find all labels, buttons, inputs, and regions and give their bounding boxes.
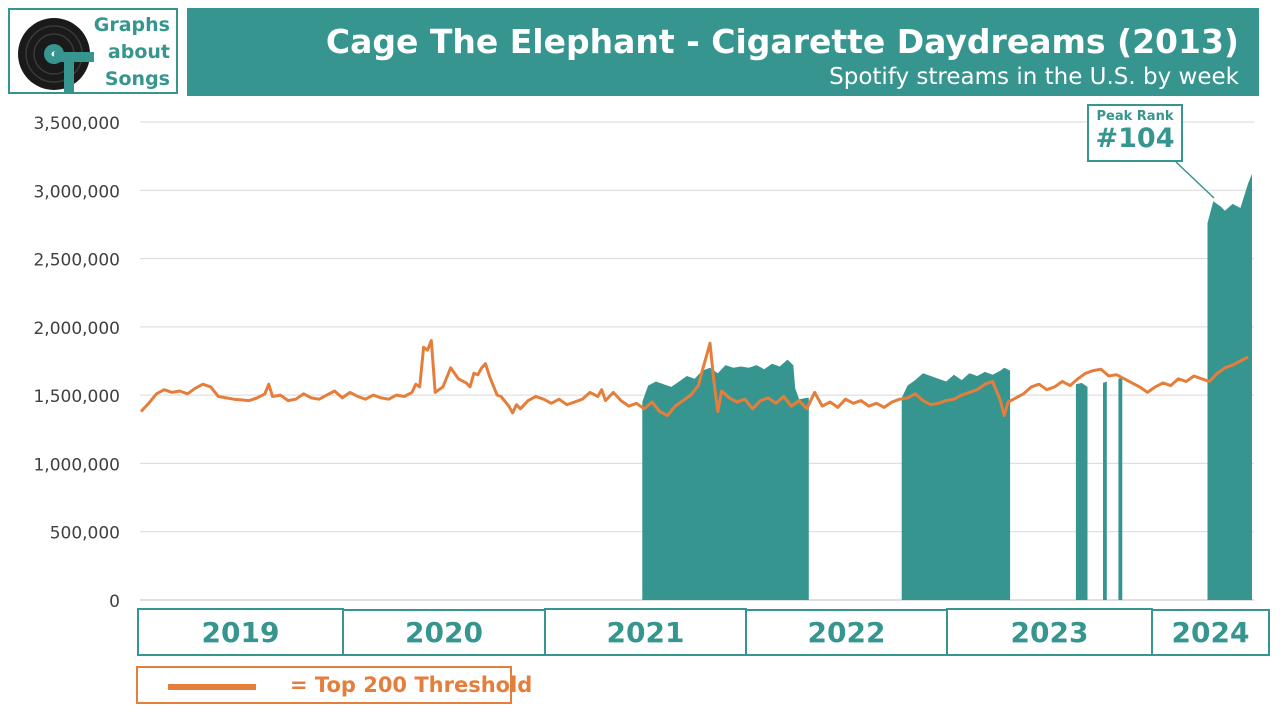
year-label-2023: 2023: [946, 608, 1153, 656]
streams-area-segment: [1118, 377, 1123, 600]
year-label-2021: 2021: [544, 608, 747, 656]
streams-area-segment: [1075, 382, 1088, 600]
streams-area-segment: [901, 367, 1011, 600]
peak-rank-callout: Peak Rank #104: [1087, 104, 1183, 162]
year-label-2020: 2020: [342, 609, 546, 656]
streams-area-segment: [642, 359, 809, 600]
vinyl-record-icon: [18, 18, 94, 92]
logo-line-2: about: [107, 41, 170, 63]
y-tick-label: 1,000,000: [33, 455, 120, 475]
y-tick-label: 2,500,000: [33, 251, 120, 271]
year-label-2024: 2024: [1151, 609, 1270, 656]
streams-area-segment: [1103, 381, 1107, 600]
legend-label-threshold: = Top 200 Threshold: [290, 673, 533, 697]
peak-rank-label: Peak Rank: [1096, 109, 1174, 124]
legend: = Top 200 Threshold: [136, 666, 532, 704]
y-tick-label: 3,500,000: [33, 114, 120, 134]
peak-rank-value: #104: [1095, 123, 1175, 154]
y-tick-label: 3,000,000: [33, 182, 120, 202]
y-tick-label: 500,000: [50, 524, 120, 544]
chart-subtitle: Spotify streams in the U.S. by week: [829, 64, 1239, 90]
year-label-2022: 2022: [745, 609, 948, 656]
y-tick-label: 2,000,000: [33, 319, 120, 339]
logo: Graphs about Songs: [8, 8, 178, 94]
y-tick-label: 0: [109, 592, 120, 612]
y-tick-label: 1,500,000: [33, 387, 120, 407]
year-label-2019: 2019: [137, 608, 344, 656]
logo-line-1: Graphs: [93, 14, 170, 36]
legend-swatch-threshold: [168, 684, 256, 690]
peak-callout-line: [1175, 161, 1215, 199]
chart-title: Cage The Elephant - Cigarette Daydreams …: [325, 22, 1239, 61]
streams-area-segment: [1207, 173, 1252, 600]
threshold-line: [139, 339, 1249, 418]
logo-line-3: Songs: [104, 68, 170, 90]
header-banner: Cage The Elephant - Cigarette Daydreams …: [187, 8, 1259, 96]
